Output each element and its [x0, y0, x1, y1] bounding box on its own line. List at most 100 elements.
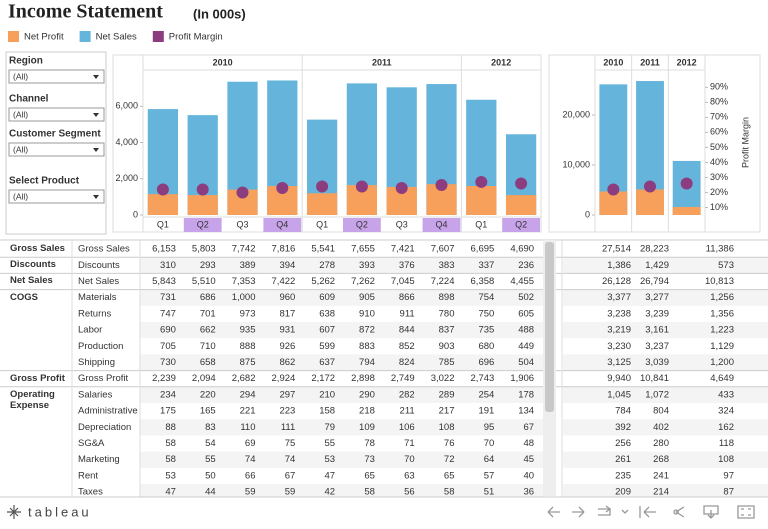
cell: 65	[364, 470, 375, 481]
margin-dot	[644, 180, 656, 193]
cell: 926	[279, 341, 295, 352]
cell: 7,655	[351, 244, 375, 255]
cell: 2,749	[391, 373, 415, 384]
undo[interactable]	[547, 506, 560, 518]
y2-tick-label: 10%	[710, 202, 728, 212]
cell: 70	[484, 438, 495, 449]
fullscreen[interactable]	[737, 505, 755, 519]
redo[interactable]	[572, 506, 585, 518]
cell: 960	[279, 292, 295, 303]
category-highlight	[263, 218, 302, 232]
filter-value: (All)	[13, 109, 28, 119]
y2-tick-label: 20%	[710, 187, 728, 197]
year-label: 2011	[372, 57, 392, 67]
margin-dot	[435, 178, 448, 191]
dropdown-arrow[interactable]	[93, 195, 99, 199]
cell: 573	[718, 260, 734, 271]
revert-menu[interactable]	[621, 509, 629, 514]
x-tick-label: 2011	[640, 57, 660, 67]
cell: 637	[319, 357, 335, 368]
filter-label: Customer Segment	[9, 129, 101, 140]
row-label: Marketing	[78, 454, 120, 465]
cell: 5,541	[311, 244, 335, 255]
cell: 750	[478, 308, 494, 319]
cell: 106	[399, 422, 415, 433]
scroll-thumb[interactable]	[545, 242, 554, 412]
x-tick-label: Q1	[475, 219, 487, 229]
cell: 905	[359, 292, 375, 303]
bar	[147, 194, 179, 215]
cell: 108	[718, 454, 734, 465]
cell: 2,898	[351, 373, 375, 384]
cell: 75	[285, 438, 296, 449]
dropdown-arrow[interactable]	[93, 148, 99, 152]
y-tick-label: 20,000	[562, 109, 590, 119]
charts: 0 2,000 4,000 6,000 2010 2011 2012 Q1 Q2 Q3 Q4 Q1 Q2…	[112, 54, 761, 233]
pause[interactable]	[639, 506, 656, 518]
cell: 158	[319, 406, 335, 417]
x-tick-label: Q3	[236, 219, 248, 229]
row-group-label: Gross Sales	[10, 243, 65, 254]
row-group-label: Operating Expense	[10, 388, 55, 411]
cell: 658	[200, 357, 216, 368]
cell: 3,230	[607, 341, 631, 352]
cell: 747	[160, 308, 176, 319]
row-label: Returns	[78, 308, 112, 319]
row-stripe	[563, 257, 768, 274]
cell: 42	[325, 487, 336, 498]
cell: 97	[723, 470, 734, 481]
cell: 58	[364, 487, 375, 498]
legend-label: Net Profit	[24, 32, 64, 43]
cell: 3,277	[645, 292, 669, 303]
y-tick-label: 4,000	[115, 137, 138, 147]
cell: 58	[165, 454, 176, 465]
cell: 394	[279, 260, 295, 271]
row-stripe	[140, 451, 543, 468]
cell: 47	[165, 487, 176, 498]
cell: 256	[615, 438, 631, 449]
cell: 236	[518, 260, 534, 271]
cell: 376	[399, 260, 415, 271]
filter-dropdown[interactable]	[8, 142, 105, 157]
tableau-logo[interactable]: tableau	[7, 504, 92, 519]
cell: 710	[200, 341, 216, 352]
cell: 888	[240, 341, 256, 352]
filter-dropdown[interactable]	[8, 69, 105, 84]
cell: 175	[160, 406, 176, 417]
cell: 294	[240, 389, 256, 400]
cell: 289	[439, 389, 455, 400]
margin-dot	[316, 180, 329, 193]
cell: 898	[439, 292, 455, 303]
cell: 191	[478, 406, 494, 417]
x-tick-label: Q3	[396, 219, 408, 229]
cell: 280	[653, 438, 669, 449]
download[interactable]	[703, 505, 719, 519]
cell: 872	[359, 325, 375, 336]
cell: 66	[245, 470, 256, 481]
cell: 178	[518, 389, 534, 400]
cell: 931	[279, 325, 295, 336]
category-highlight	[422, 218, 461, 232]
y-tick-label: 2,000	[115, 173, 138, 183]
x-tick-label: Q2	[515, 219, 527, 229]
row-stripe	[140, 386, 543, 403]
cell: 48	[524, 438, 535, 449]
cell: 2,924	[272, 373, 296, 384]
margin-dot	[156, 183, 169, 196]
filter-dropdown[interactable]	[8, 189, 105, 204]
cell: 210	[319, 389, 335, 400]
cell: 2,239	[152, 373, 176, 384]
margin-dot	[395, 181, 408, 194]
dropdown-arrow[interactable]	[93, 113, 99, 117]
cell: 785	[439, 357, 455, 368]
cell: 1,072	[645, 389, 669, 400]
filter-label: Region	[9, 56, 43, 67]
revert[interactable]	[598, 505, 612, 516]
dropdown-arrow[interactable]	[93, 75, 99, 79]
cell: 45	[524, 454, 535, 465]
cell: 71	[404, 438, 415, 449]
cell: 935	[240, 325, 256, 336]
cell: 223	[279, 406, 295, 417]
filter-dropdown[interactable]	[8, 107, 105, 122]
cell: 337	[478, 260, 494, 271]
